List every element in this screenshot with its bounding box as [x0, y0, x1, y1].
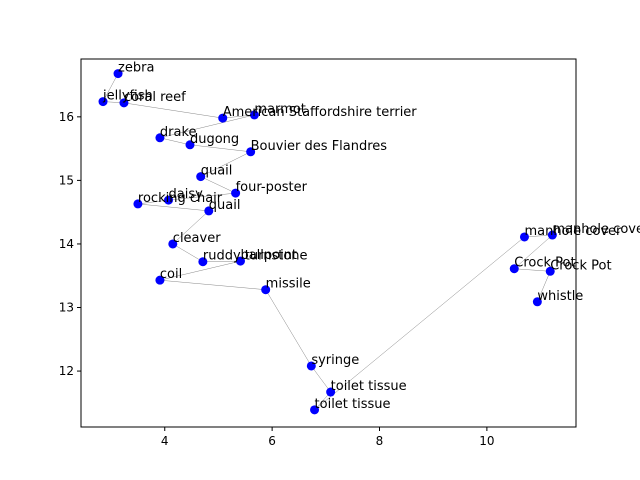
y-tick-label: 13	[59, 301, 74, 315]
point	[261, 285, 271, 295]
point-label: ruddy turnstone	[203, 249, 308, 264]
point-label: Crock Pot	[514, 256, 575, 271]
point	[306, 361, 316, 371]
x-tick-label: 10	[479, 434, 494, 448]
point	[545, 266, 555, 276]
y-tick-label: 16	[59, 110, 74, 124]
point	[532, 297, 542, 307]
point-label: quail	[201, 164, 233, 179]
point	[519, 232, 529, 242]
point	[231, 188, 241, 198]
point-label: four-poster	[236, 180, 308, 195]
point	[509, 264, 519, 274]
point	[155, 275, 165, 285]
point-label: rocking chair	[138, 191, 223, 206]
point	[235, 256, 245, 266]
point	[218, 113, 228, 123]
point	[204, 206, 214, 216]
point	[155, 133, 165, 143]
point-label: whistle	[537, 289, 583, 304]
point-label: toilet tissue	[315, 397, 391, 412]
point-label: manhole cover	[552, 222, 640, 237]
point	[246, 147, 256, 157]
connector-line	[102, 73, 554, 411]
point	[168, 239, 178, 249]
y-tick-label: 12	[59, 364, 74, 378]
point	[133, 199, 143, 209]
point	[249, 110, 259, 120]
y-tick-label: 15	[59, 173, 74, 187]
point-label: quail	[209, 198, 241, 213]
point-label: zebra	[118, 61, 154, 76]
point	[113, 69, 123, 79]
point	[326, 387, 336, 397]
point-label: marmot	[254, 102, 305, 117]
point	[547, 230, 557, 240]
point	[198, 257, 208, 267]
point-label: Crock Pot	[550, 258, 611, 273]
point-label: missile	[266, 277, 311, 292]
point	[196, 172, 206, 182]
point-label: toilet tissue	[331, 379, 407, 394]
point-label: cleaver	[173, 231, 221, 246]
point-label: daisy	[169, 187, 204, 202]
point	[310, 405, 320, 415]
point-label: American Staffordshire terrier	[223, 105, 418, 120]
point-label: coral reef	[124, 90, 186, 105]
point-label: jellyfish	[102, 89, 153, 104]
point	[119, 98, 129, 108]
point-label: Bouvier des Flandres	[251, 139, 388, 154]
plot-frame	[80, 58, 577, 428]
x-tick-label: 6	[268, 434, 276, 448]
point	[98, 97, 108, 107]
y-tick-label: 14	[59, 237, 74, 251]
x-tick-label: 8	[376, 434, 384, 448]
point	[164, 195, 174, 205]
x-tick-label: 4	[161, 434, 169, 448]
point-label: ballpoint	[240, 248, 297, 263]
point-label: dugong	[190, 132, 239, 147]
point-label: syringe	[311, 353, 359, 368]
point	[185, 140, 195, 150]
point-label: drake	[160, 125, 197, 140]
point-label: manhole cover	[524, 224, 622, 239]
point-label: coil	[160, 267, 182, 282]
